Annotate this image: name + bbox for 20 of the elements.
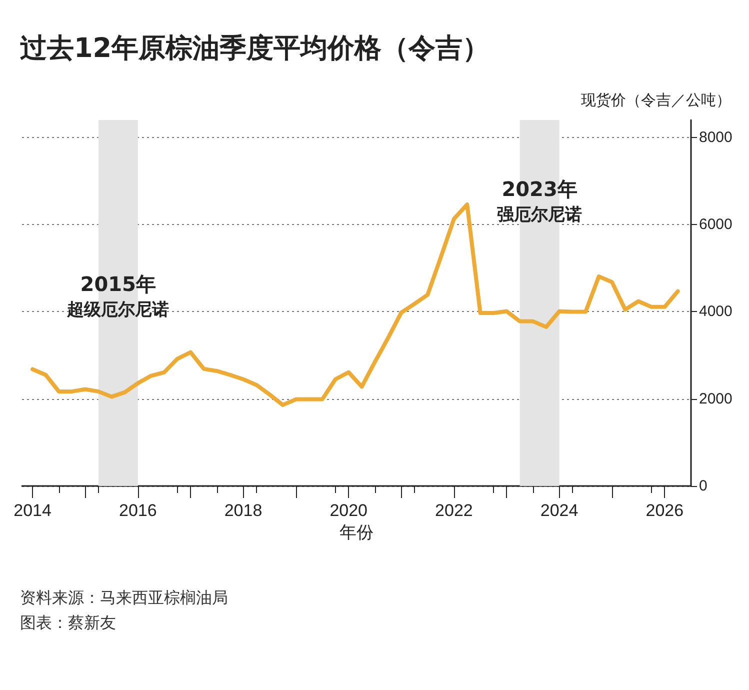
x-tick-label: 2022: [435, 501, 473, 520]
x-tick-label: 2014: [14, 501, 52, 520]
line-series: [30, 202, 680, 407]
y-tick-label: 2000: [699, 390, 732, 408]
y-tick-label: 8000: [699, 128, 732, 146]
x-tick-label: 2016: [118, 501, 157, 520]
band-label: 2023年强厄尔尼诺: [497, 177, 582, 225]
text: 图表：蔡新友: [20, 612, 117, 634]
x-axis-title: 年份: [340, 523, 374, 542]
y-tick-label: 0: [699, 478, 708, 494]
y-tick-label: 6000: [699, 216, 732, 234]
y-axis-title: 现货价（令吉／公吨）: [581, 92, 731, 109]
x-tick-label: 2018: [224, 501, 262, 520]
band-label: 2015年超级厄尔尼诺: [66, 272, 170, 320]
text: 资料来源：马来西亚棕榈油局: [20, 587, 228, 609]
y-tick-label: 4000: [699, 303, 732, 320]
x-tick-label: 2026: [646, 501, 684, 520]
x-tick-label: 2024: [540, 501, 578, 520]
x-tick-label: 2020: [330, 501, 368, 520]
chart-title: 过去12年原棕油季度平均价格（令吉）: [20, 32, 490, 66]
